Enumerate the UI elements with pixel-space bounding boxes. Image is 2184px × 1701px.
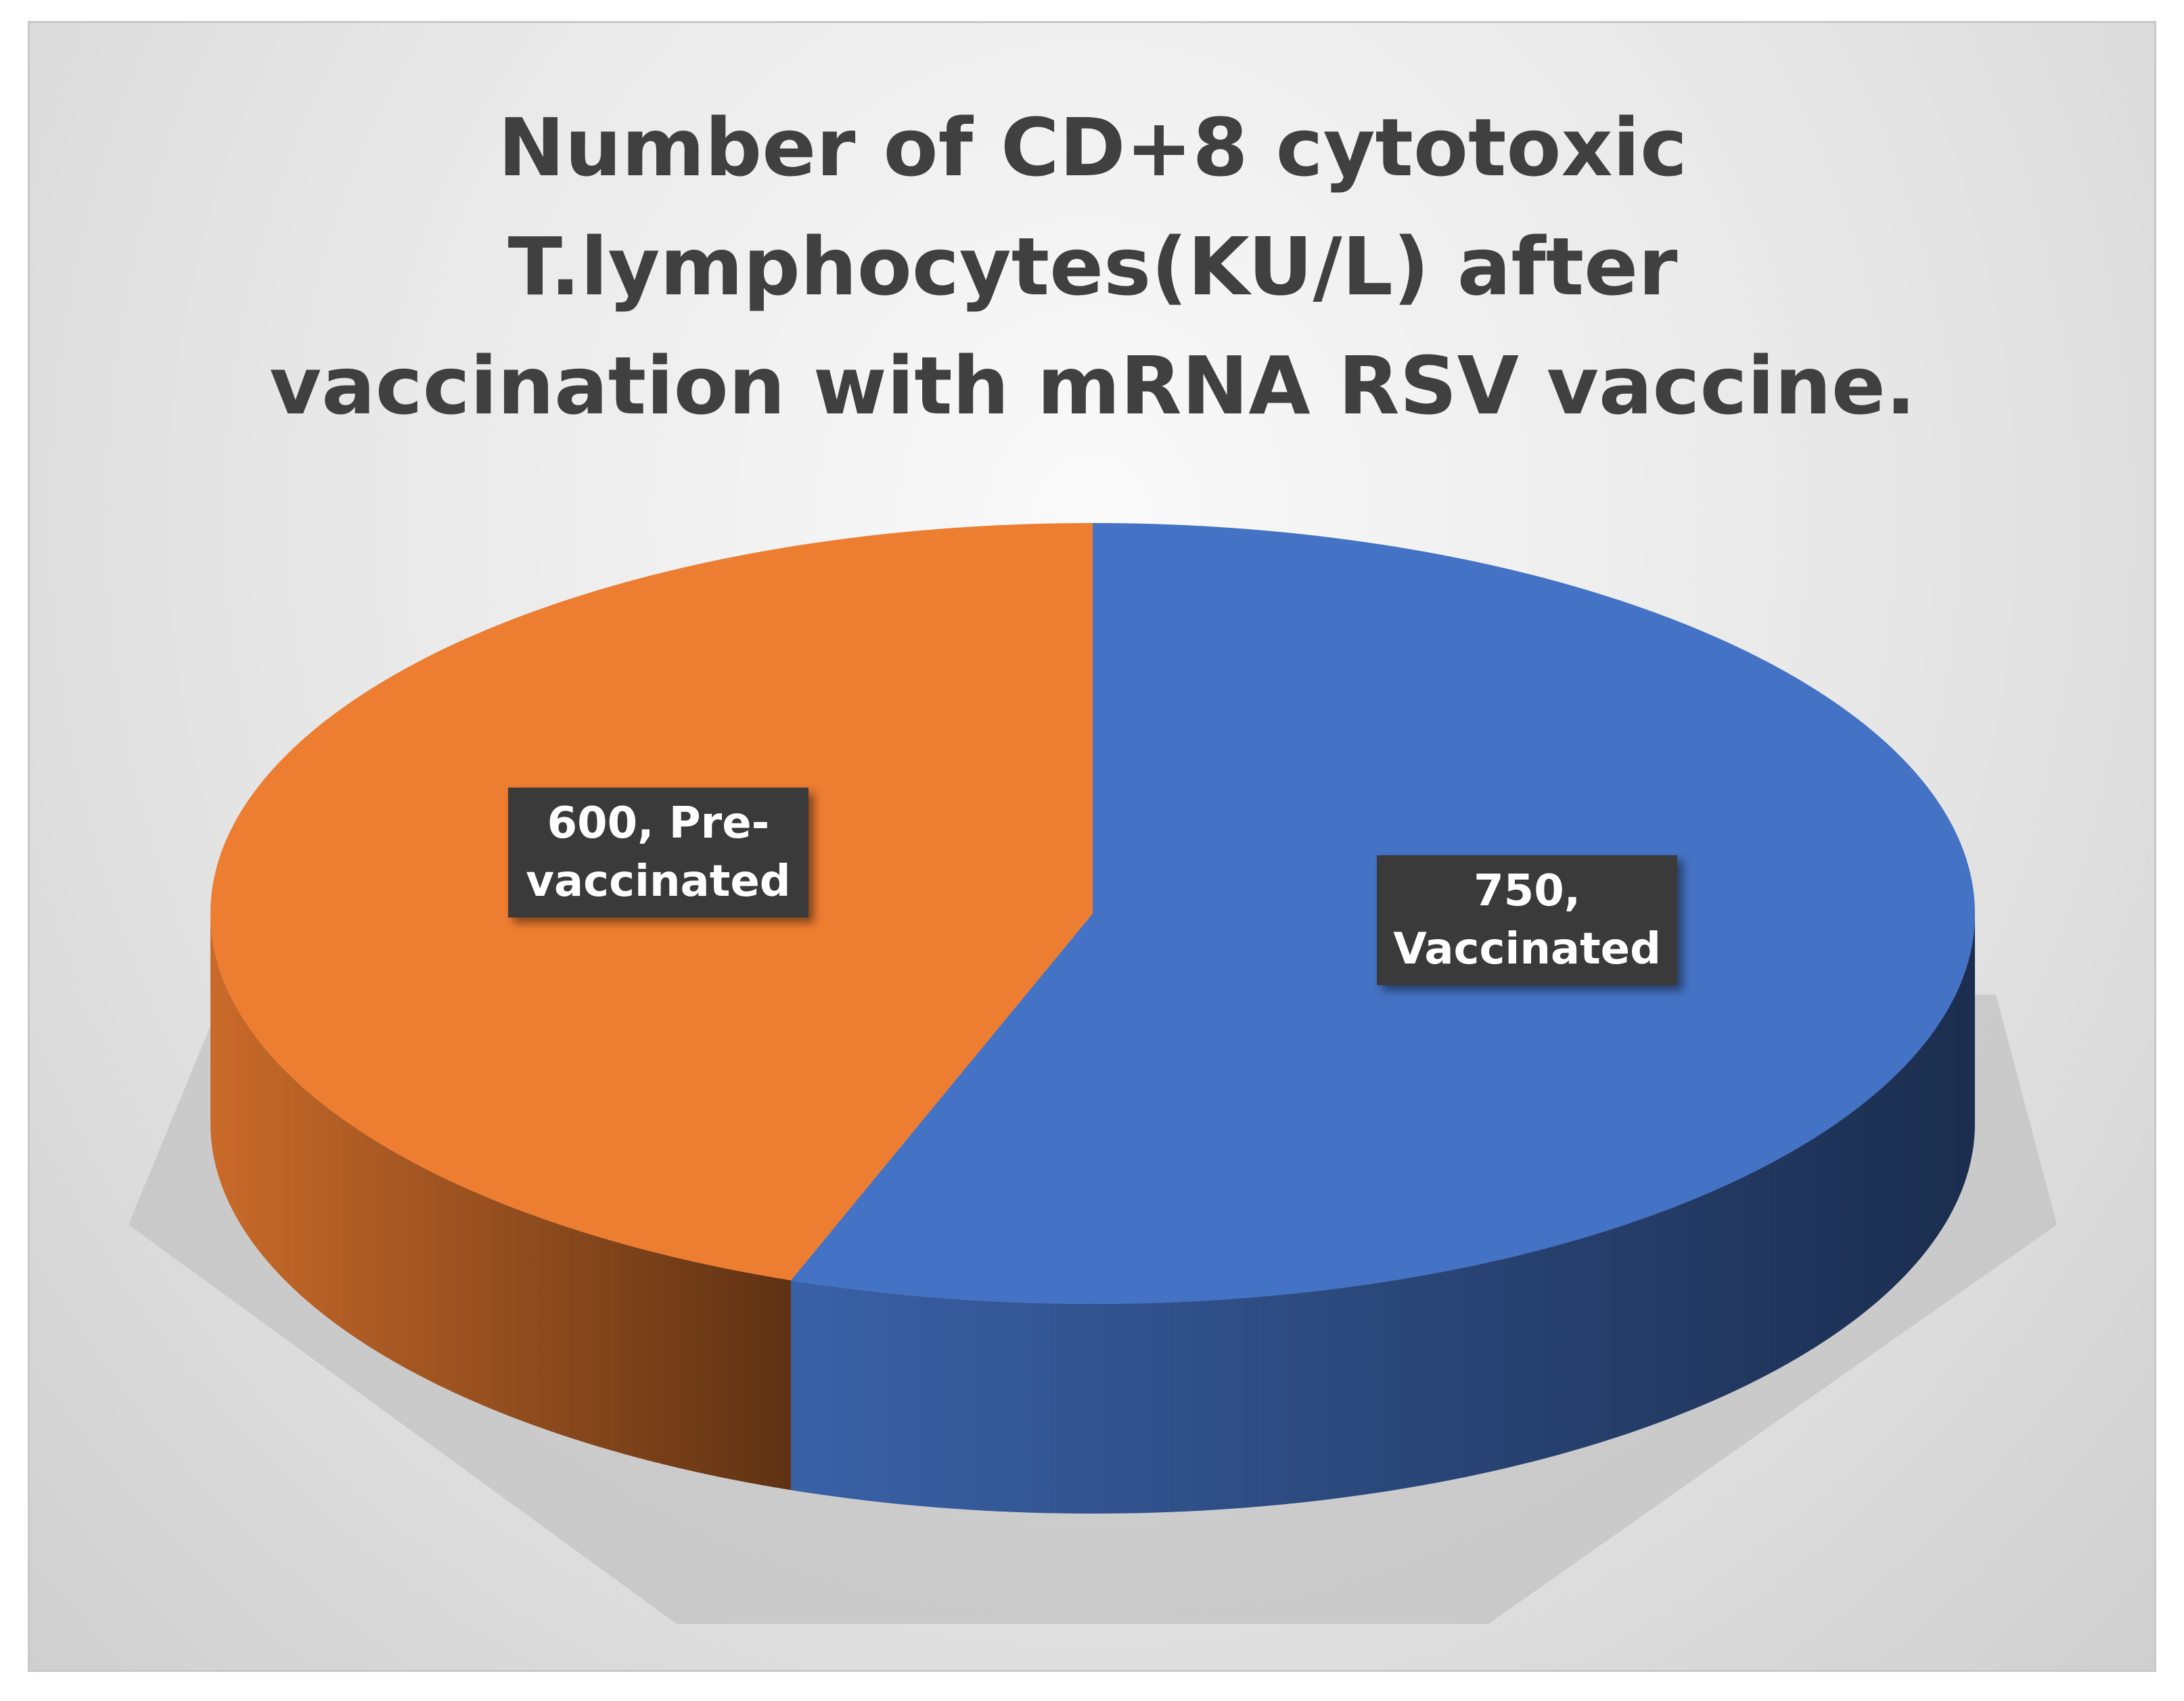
slice-side-shade [791, 913, 1975, 1514]
data-label: 600, Pre-vaccinated [507, 787, 809, 917]
slice-side-shade [210, 913, 792, 1491]
data-label: 750, Vaccinated [1377, 855, 1678, 986]
chart-title: Number of CD+8 cytotoxic T.lymphocytes(K… [269, 101, 1916, 432]
